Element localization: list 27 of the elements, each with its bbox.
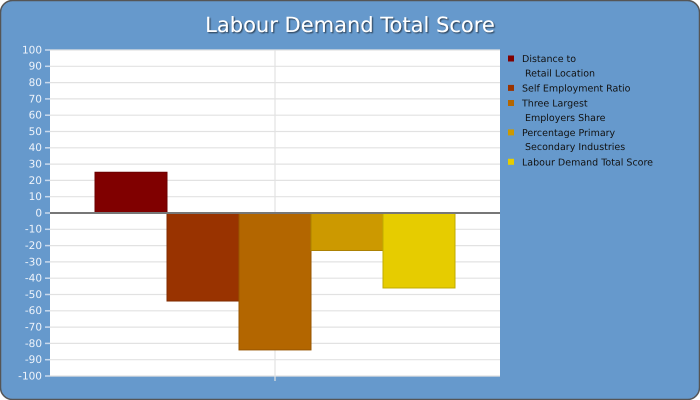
y-tick-label: -70 [24, 321, 42, 334]
y-tick-label: 100 [22, 44, 42, 56]
y-tick-label: -10 [24, 224, 42, 236]
y-tick-label: 20 [28, 174, 42, 187]
legend-label: Percentage Primary Secondary Industries [522, 128, 626, 154]
legend-label: Distance to Retail Location [522, 54, 596, 80]
y-tick-label: 90 [28, 60, 42, 73]
legend-label: Three Largest Employers Share [521, 98, 606, 124]
legend-label: Self Employment Ratio [522, 83, 631, 94]
y-tick-label: -40 [24, 272, 42, 285]
y-tick-label: -100 [18, 370, 42, 382]
y-tick-label: 10 [28, 191, 42, 204]
y-tick-label: 80 [28, 76, 42, 89]
legend-label: Labour Demand Total Score [522, 157, 654, 168]
y-tick-label: 70 [28, 93, 42, 106]
y-tick-label: 40 [28, 142, 42, 154]
y-tick-label: -90 [24, 354, 42, 366]
chart-title: Labour Demand Total Score [205, 13, 495, 37]
y-tick-label: 0 [35, 207, 42, 220]
y-tick-label: -50 [24, 288, 42, 301]
y-tick-label: 50 [28, 126, 42, 138]
y-tick-label: 30 [28, 158, 42, 170]
y-tick-label: -20 [24, 240, 42, 252]
y-tick-label: -80 [24, 338, 42, 350]
y-tick-label: -30 [24, 256, 42, 268]
y-tick-label: -60 [24, 305, 42, 318]
y-tick-label: 60 [28, 110, 42, 122]
